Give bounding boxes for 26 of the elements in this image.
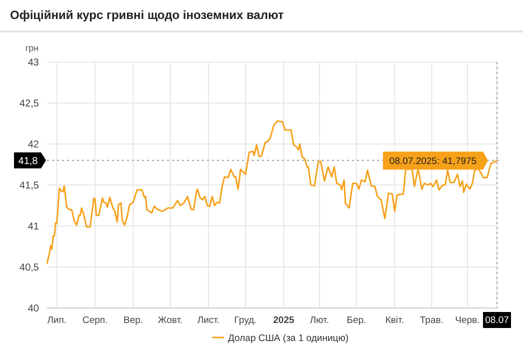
- x-tick-label: Трав.: [420, 315, 444, 326]
- ref-line-label: 41,8: [18, 156, 38, 167]
- x-tick-label: Квіт.: [385, 315, 404, 326]
- y-tick-label: 41: [28, 222, 40, 232]
- y-tick-label: 40,5: [20, 262, 40, 274]
- y-tick-label: 40: [28, 304, 40, 314]
- line-series: [46, 120, 498, 264]
- x-tick-label: Лист.: [197, 315, 220, 326]
- x-tick-label: Серп.: [82, 315, 108, 326]
- x-tick-label: 08.07: [485, 315, 509, 326]
- y-tick-label: 42: [28, 140, 40, 150]
- y-tick-label: 42,5: [20, 98, 40, 110]
- x-tick-label: Жовт.: [158, 315, 183, 326]
- x-tick-label: 2025: [273, 315, 295, 326]
- y-axis-title: грн: [25, 43, 39, 53]
- annotation: 08.07.2025: 41,7975: [389, 156, 477, 168]
- x-tick-label: Груд.: [234, 315, 257, 326]
- x-tick-label: Вер.: [124, 315, 144, 326]
- x-tick-label: Бер.: [346, 315, 366, 326]
- y-tick-label: 43: [28, 58, 40, 68]
- chart-title: Офіційний курс гривні щодо іноземних валют: [10, 8, 284, 22]
- y-tick-label: 41,5: [20, 180, 40, 192]
- x-tick-label: Лют.: [310, 315, 330, 326]
- x-tick-label: Черв.: [455, 315, 480, 326]
- legend-label: Долар США (за 1 одиницю): [228, 333, 348, 344]
- x-tick-label: Лип.: [47, 315, 67, 326]
